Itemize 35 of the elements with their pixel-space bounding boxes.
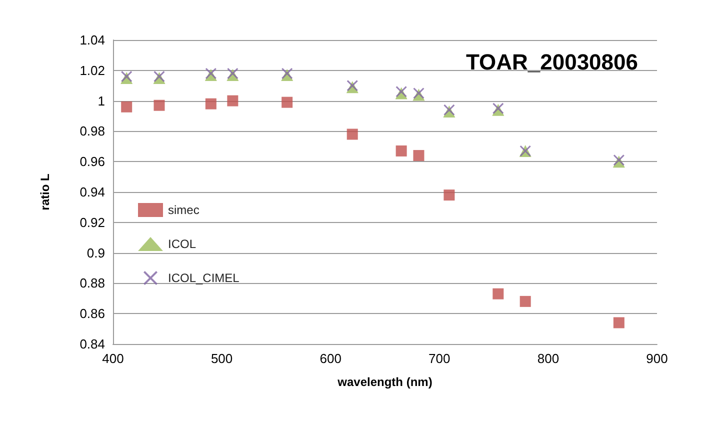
x-tick-label: 900 bbox=[646, 351, 668, 366]
point bbox=[492, 288, 504, 300]
x-tick-label: 700 bbox=[428, 351, 450, 366]
x-tick-label: 400 bbox=[102, 351, 124, 366]
y-tick-label: 0.96 bbox=[80, 154, 105, 170]
point bbox=[154, 100, 165, 111]
point bbox=[346, 128, 358, 140]
y-axis-title: ratio L bbox=[38, 174, 52, 210]
chart-title: TOAR_20030806 bbox=[466, 50, 638, 74]
y-tick-label: 0.98 bbox=[80, 124, 105, 139]
y-tick-label: 1 bbox=[98, 93, 105, 108]
legend-label: ICOL bbox=[168, 237, 196, 251]
x-tick-label: 500 bbox=[210, 351, 233, 366]
legend-label: simec bbox=[168, 203, 200, 217]
point bbox=[413, 150, 424, 162]
y-tick-label: 1.02 bbox=[80, 62, 105, 78]
point bbox=[520, 296, 531, 307]
y-tick-label: 0.84 bbox=[80, 336, 105, 352]
x-tick-label: 600 bbox=[320, 351, 342, 366]
point bbox=[121, 101, 132, 112]
point bbox=[227, 95, 238, 106]
point bbox=[396, 145, 407, 156]
y-tick-label: 0.9 bbox=[86, 245, 105, 260]
y-tick-label: 0.88 bbox=[80, 276, 105, 291]
point bbox=[613, 317, 624, 328]
y-tick-label: 0.92 bbox=[80, 214, 105, 230]
x-tick-label: 800 bbox=[537, 351, 560, 366]
y-tick-label: 0.86 bbox=[80, 306, 105, 322]
y-tick-label: 1.04 bbox=[80, 32, 105, 48]
point bbox=[282, 96, 293, 108]
y-tick-label: 0.94 bbox=[80, 184, 105, 200]
point bbox=[444, 190, 455, 201]
legend-label: ICOL_CIMEL bbox=[168, 271, 240, 285]
point bbox=[205, 98, 216, 110]
x-axis-title: wavelength (nm) bbox=[336, 375, 432, 389]
